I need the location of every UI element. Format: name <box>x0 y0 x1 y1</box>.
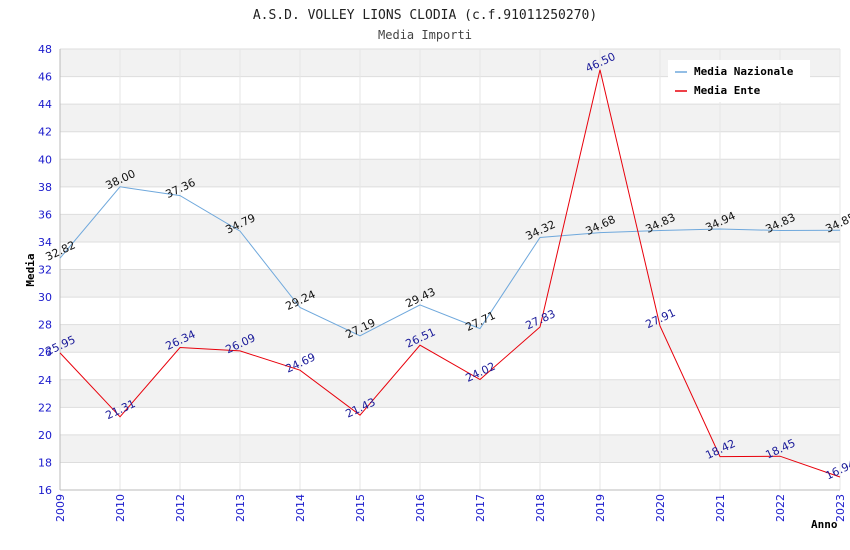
axes <box>59 49 840 491</box>
x-tick-label: 2010 <box>114 494 127 522</box>
y-axis-ticks: 16 18 20 22 24 26 28 30 32 34 36 38 40 42 44 46 48 <box>38 43 52 497</box>
x-axis-ticks: 2009 2010 2012 2013 2014 2015 2016 2017 2018 2019… <box>54 494 847 522</box>
grid-band <box>60 297 840 325</box>
y-tick-label: 38 <box>38 181 52 194</box>
legend: Media Nazionale Media Ente <box>668 60 810 102</box>
x-tick-label: 2012 <box>174 494 187 522</box>
x-tick-label: 2021 <box>714 494 727 522</box>
grid-band <box>60 241 840 270</box>
x-tick-label: 2015 <box>354 494 367 522</box>
legend-label-media-ente: Media Ente <box>694 84 761 97</box>
grid-band <box>60 186 840 215</box>
chart-title: A.S.D. VOLLEY LIONS CLODIA (c.f.91011250… <box>253 8 597 23</box>
y-tick-label: 18 <box>38 456 52 469</box>
y-tick-label: 26 <box>38 346 52 359</box>
series-lines <box>59 69 841 478</box>
y-tick-label: 40 <box>38 153 52 166</box>
x-tick-label: 2009 <box>54 494 67 522</box>
grid-band <box>60 434 840 463</box>
grid-band <box>60 159 840 187</box>
grid-band <box>60 352 840 380</box>
y-tick-label: 22 <box>38 401 52 414</box>
x-tick-label: 2020 <box>654 494 667 522</box>
series-line-media-ente <box>59 69 841 478</box>
x-tick-label: 2022 <box>774 494 787 522</box>
x-tick-label: 2013 <box>234 494 247 522</box>
grid-band <box>60 407 840 435</box>
x-axis-label: Anno <box>811 518 838 531</box>
y-tick-label: 32 <box>38 264 52 277</box>
x-tick-label: 2023 <box>834 494 847 522</box>
x-tick-label: 2017 <box>474 494 487 522</box>
chart-subtitle: Media Importi <box>378 28 472 42</box>
grid-band <box>60 131 840 160</box>
x-tick-label: 2016 <box>414 494 427 522</box>
y-tick-label: 20 <box>38 429 52 442</box>
y-axis-label: Media <box>24 253 37 286</box>
x-tick-label: 2019 <box>594 494 607 522</box>
y-tick-label: 16 <box>38 484 52 497</box>
y-tick-label: 30 <box>38 291 52 304</box>
legend-box <box>668 60 810 102</box>
y-tick-label: 34 <box>38 236 52 249</box>
x-tick-label: 2018 <box>534 494 547 522</box>
y-tick-label: 48 <box>38 43 52 56</box>
y-tick-label: 44 <box>38 98 52 111</box>
series-line-media-nazionale <box>59 186 841 337</box>
y-tick-label: 28 <box>38 319 52 332</box>
grid-band <box>60 379 840 408</box>
grid-band <box>60 462 840 490</box>
legend-label-media-nazionale: Media Nazionale <box>694 65 794 78</box>
y-tick-label: 24 <box>38 374 52 387</box>
grid-band <box>60 269 840 298</box>
y-tick-label: 36 <box>38 208 52 221</box>
grid-lines <box>59 48 841 491</box>
grid-band <box>60 214 840 242</box>
grid-band <box>60 104 840 132</box>
y-tick-label: 46 <box>38 71 52 84</box>
grid-bands <box>60 49 840 490</box>
y-tick-label: 42 <box>38 126 52 139</box>
x-tick-label: 2014 <box>294 494 307 522</box>
